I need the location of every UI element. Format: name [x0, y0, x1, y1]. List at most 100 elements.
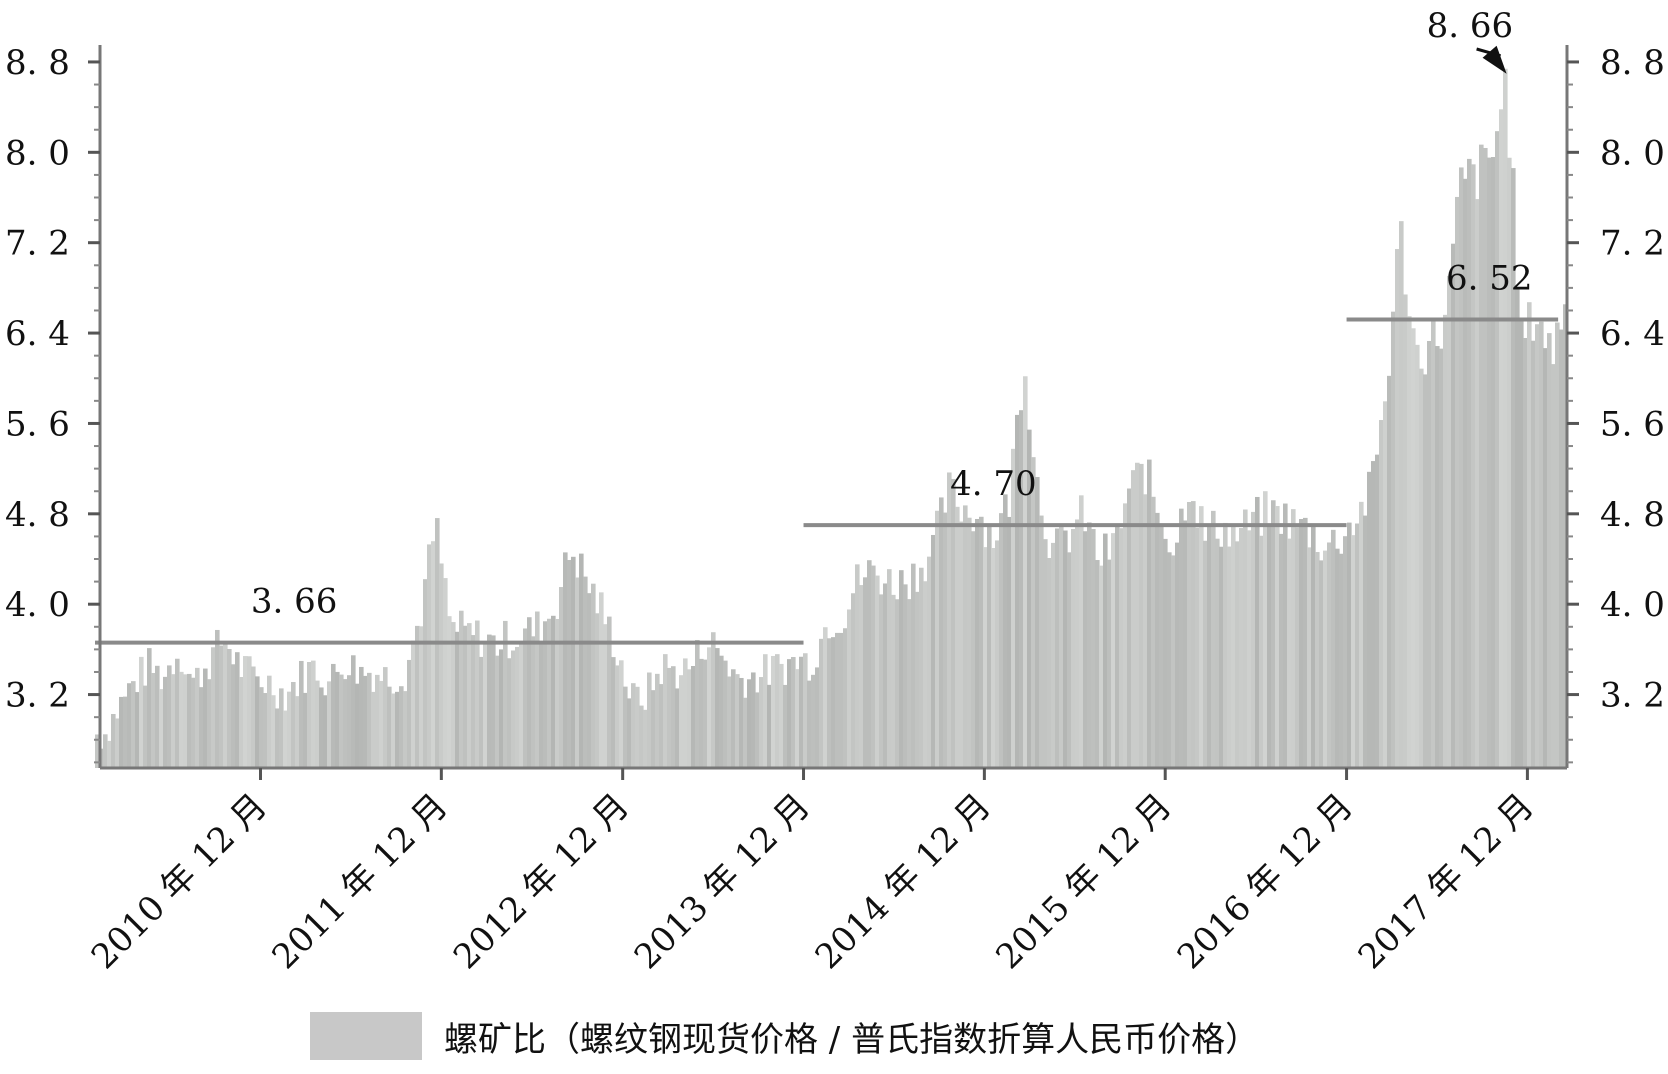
- y-tick-label-right: 5. 6: [1600, 404, 1665, 444]
- area-bar: [611, 657, 616, 768]
- area-bar: [767, 684, 772, 768]
- area-bar: [1535, 324, 1540, 768]
- mean-label: 4. 70: [950, 464, 1037, 504]
- area-bar: [723, 660, 728, 768]
- area-bar: [1127, 488, 1132, 768]
- area-bar: [615, 665, 620, 768]
- area-bar: [1355, 523, 1360, 768]
- area-bar: [1371, 461, 1376, 768]
- area-bar: [1327, 542, 1332, 768]
- area-bar: [1375, 454, 1380, 768]
- area-bar: [1115, 523, 1120, 768]
- area-bar: [1391, 311, 1396, 768]
- area-bar: [1427, 340, 1432, 768]
- area-bar: [163, 676, 168, 768]
- area-bar: [143, 685, 148, 768]
- labels: 3. 66 4. 70 6. 52 8. 66: [251, 6, 1533, 622]
- area-bar: [827, 638, 832, 768]
- area-bar: [555, 619, 560, 768]
- area-bar: [451, 622, 456, 768]
- area-bar: [1351, 535, 1356, 768]
- area-bar: [567, 560, 572, 768]
- area-bar: [235, 652, 240, 768]
- area-bar: [371, 691, 376, 768]
- area-bar: [587, 593, 592, 768]
- area-bar: [1407, 316, 1412, 768]
- area-bar: [1259, 535, 1264, 768]
- area-bar: [991, 548, 996, 768]
- area-bar: [243, 656, 248, 768]
- area-bar: [599, 592, 604, 768]
- area-bar: [1495, 131, 1500, 768]
- area-bar: [819, 638, 824, 768]
- area-bar: [343, 679, 348, 768]
- area-bar: [483, 641, 488, 768]
- area-bar: [467, 623, 472, 768]
- y-tick-label-right: 8. 0: [1600, 133, 1665, 173]
- area-bar: [619, 660, 624, 768]
- area-bar: [259, 687, 264, 768]
- area-bar: [1191, 501, 1196, 768]
- area-bar: [155, 665, 160, 768]
- area-bar: [111, 713, 116, 768]
- area-bar: [211, 647, 216, 768]
- area-bar: [499, 649, 504, 768]
- area-bar: [1475, 199, 1480, 768]
- area-bar: [1315, 552, 1320, 768]
- area-bar: [887, 569, 892, 768]
- area-bar: [987, 524, 992, 768]
- y-tick-label: 5. 6: [5, 404, 70, 444]
- area-bar: [783, 684, 788, 768]
- area-bar: [315, 680, 320, 768]
- area-bar: [127, 683, 132, 768]
- area-bar: [867, 560, 872, 768]
- x-tick-label: 2011 年 12 月: [265, 786, 456, 977]
- area-bar: [1519, 319, 1524, 768]
- area-bar: [1511, 168, 1516, 768]
- area-bar: [1067, 552, 1072, 768]
- area-bar: [387, 686, 392, 768]
- area-bar: [319, 687, 324, 768]
- area-bar: [1039, 515, 1044, 768]
- y-tick-label: 7. 2: [5, 224, 70, 264]
- area-bar: [95, 734, 100, 768]
- area-bar: [771, 655, 776, 768]
- area-bar: [607, 616, 612, 768]
- area-bar: [431, 541, 436, 768]
- area-bar: [1011, 448, 1016, 768]
- area-bar: [667, 667, 672, 768]
- area-bar: [551, 615, 556, 768]
- area-bar: [1463, 178, 1468, 768]
- area-bar: [863, 577, 868, 768]
- area-bar: [1487, 157, 1492, 768]
- area-bar: [735, 674, 740, 768]
- area-bar: [123, 696, 128, 768]
- area-bar: [491, 635, 496, 768]
- area-bar: [247, 656, 252, 768]
- area-bar: [119, 696, 124, 768]
- x-tick-label: 2013 年 12 月: [627, 786, 818, 977]
- area-bar: [307, 662, 312, 768]
- area-bar: [1399, 221, 1404, 768]
- area-bar: [335, 671, 340, 768]
- area-bar: [1023, 376, 1028, 768]
- area-bar: [255, 676, 260, 768]
- area-bar: [703, 659, 708, 768]
- area-bar: [1231, 525, 1236, 768]
- area-bar: [327, 681, 332, 768]
- area-bar: [1087, 522, 1092, 768]
- area-bar: [391, 693, 396, 768]
- area-bar: [1291, 509, 1296, 768]
- area-bar: [1183, 520, 1188, 768]
- area-bar: [823, 627, 828, 768]
- area-bar: [1219, 546, 1224, 768]
- area-bar: [1007, 516, 1012, 768]
- area-bar: [1287, 538, 1292, 768]
- area-bar: [847, 609, 852, 768]
- area-bar: [939, 497, 944, 768]
- area-bar: [1019, 410, 1024, 768]
- area-bar: [535, 611, 540, 768]
- area-bar: [1279, 533, 1284, 768]
- area-bar: [1055, 528, 1060, 768]
- area-bar: [931, 534, 936, 768]
